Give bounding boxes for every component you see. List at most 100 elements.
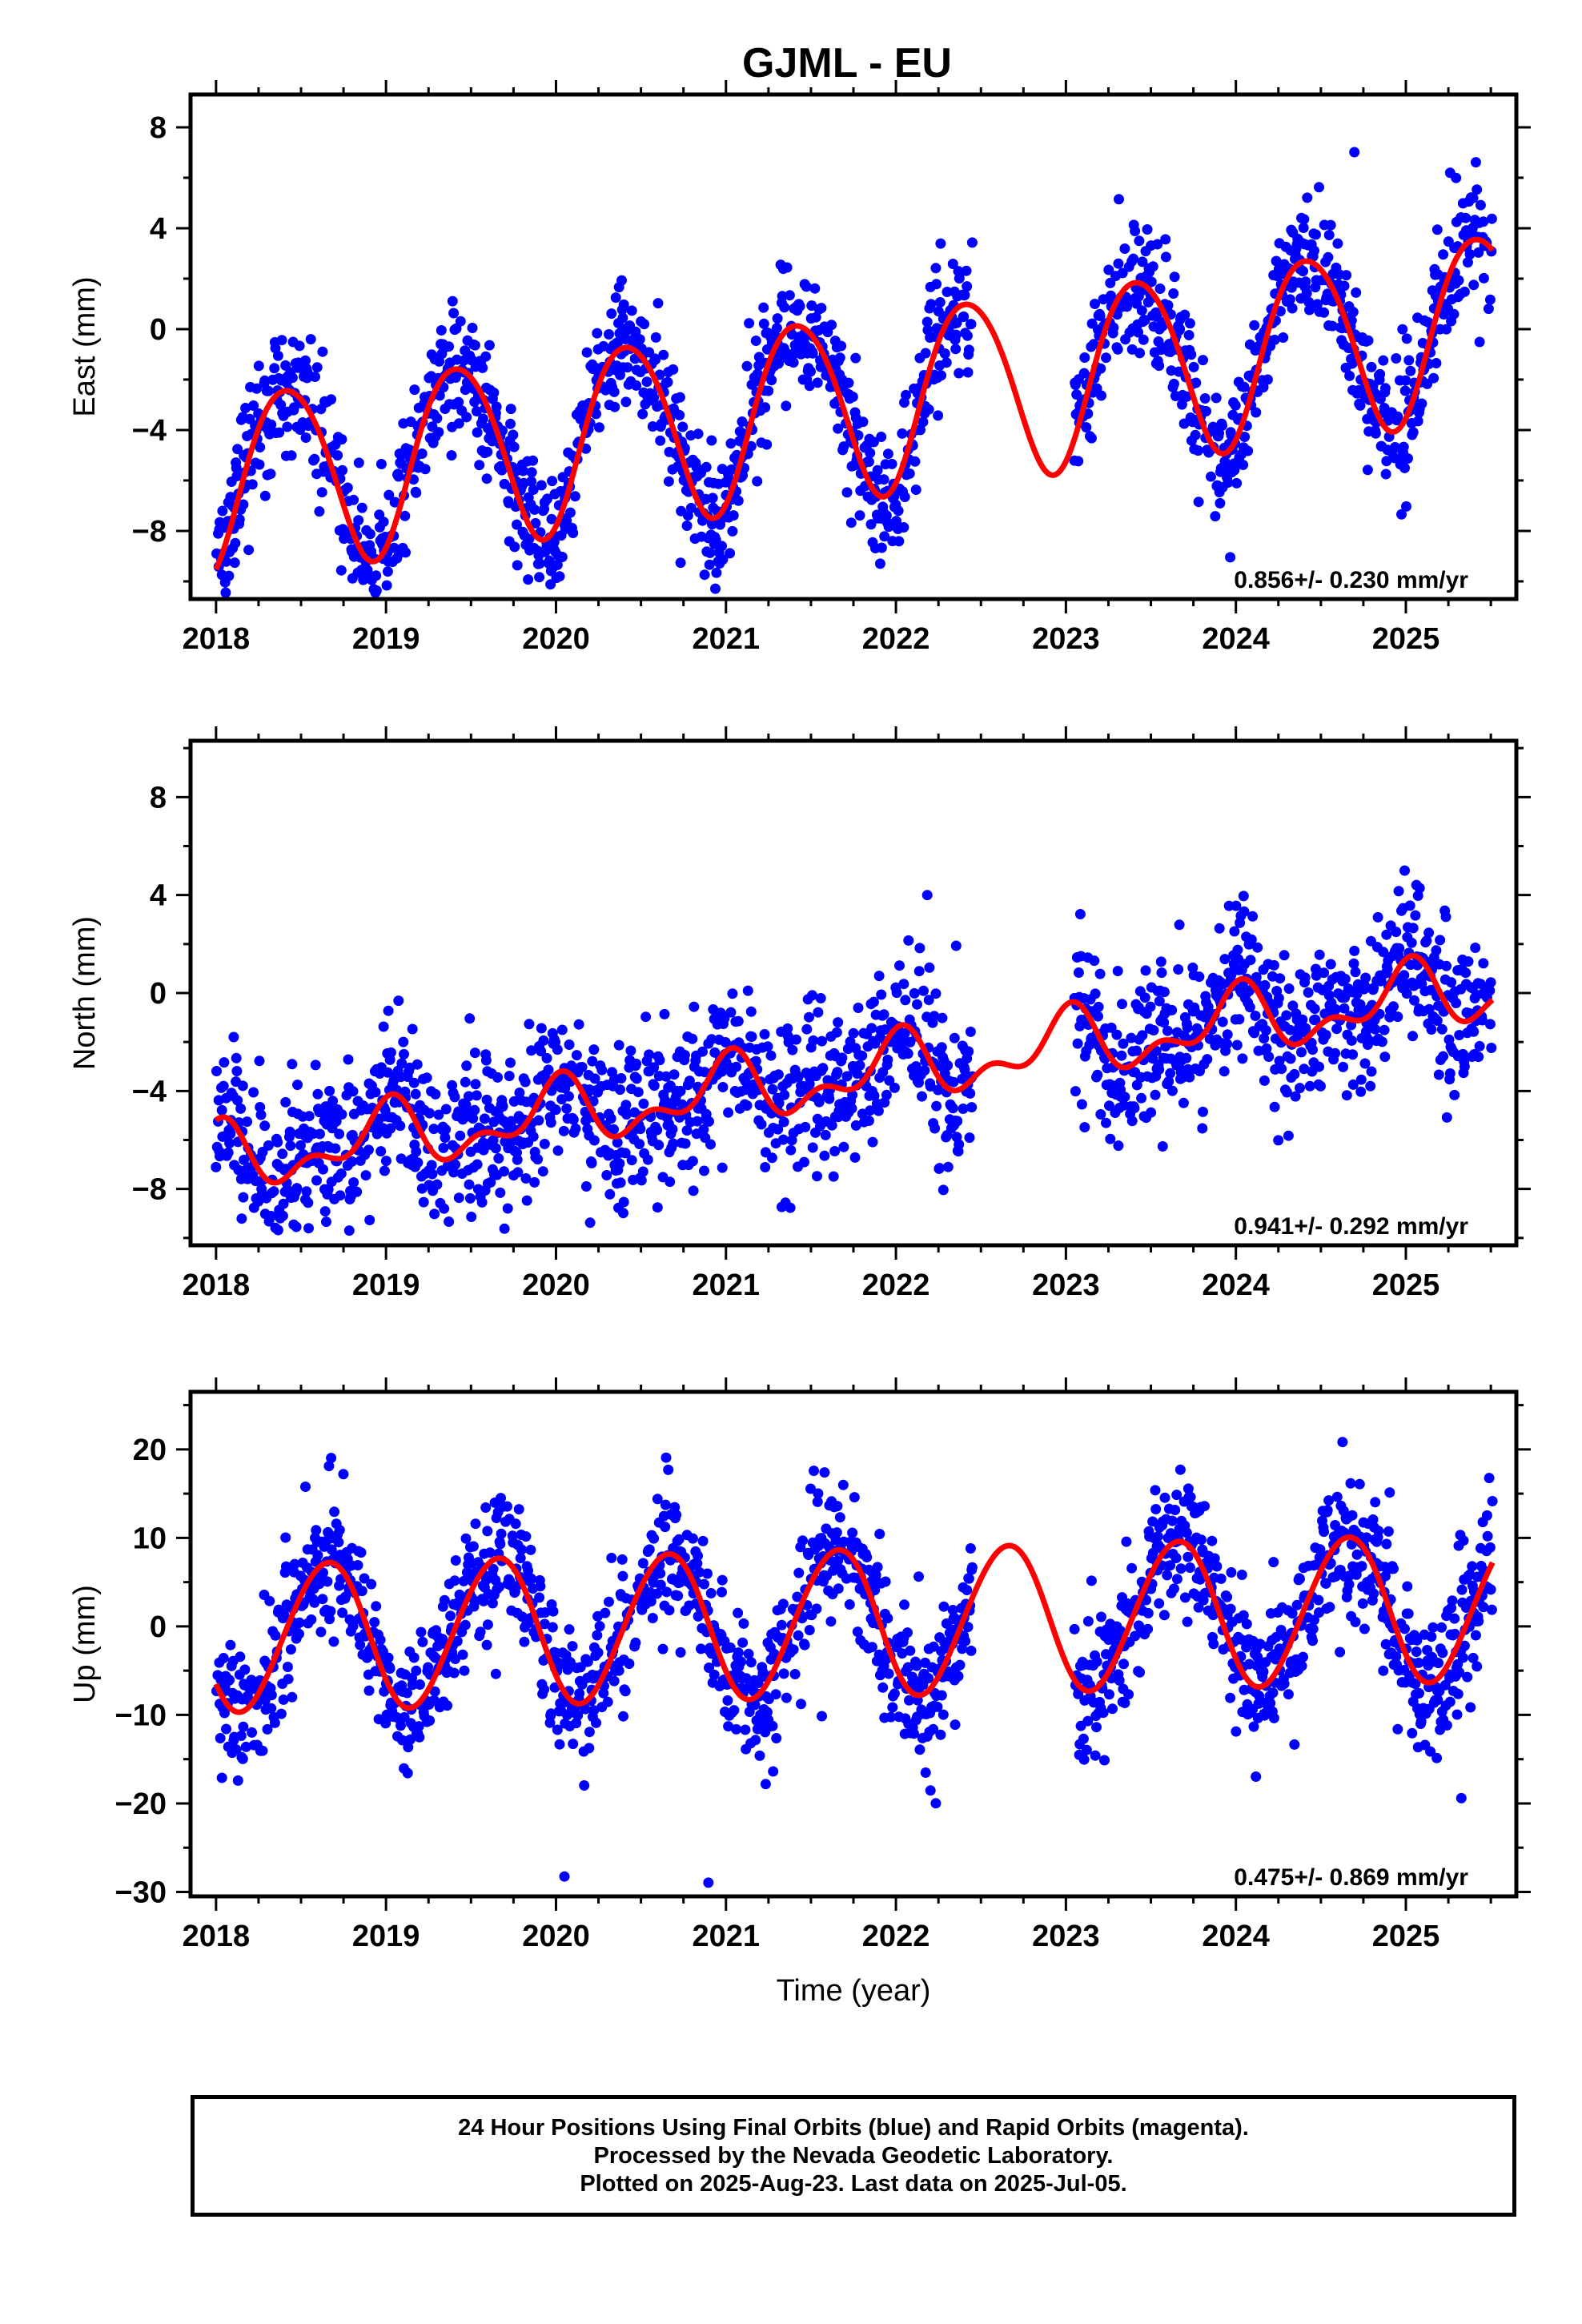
east-data-point xyxy=(1298,266,1308,277)
east-data-point xyxy=(1271,255,1282,267)
up-data-point xyxy=(606,1552,617,1563)
north-data-point xyxy=(1359,980,1370,991)
north-data-point xyxy=(1304,1080,1315,1092)
east-data-point xyxy=(215,608,226,618)
north-data-point xyxy=(652,1124,663,1136)
up-data-point xyxy=(1351,1549,1363,1560)
up-data-point xyxy=(932,1701,943,1712)
east-data-point xyxy=(1251,407,1262,418)
east-data-point xyxy=(1229,464,1240,476)
up-data-point xyxy=(490,1668,501,1679)
up-data-point xyxy=(928,1723,939,1735)
north-data-point xyxy=(638,1098,649,1109)
north-data-point xyxy=(1231,900,1242,911)
up-data-point xyxy=(833,1555,844,1566)
east-data-point xyxy=(1154,283,1166,294)
up-data-point xyxy=(928,1641,939,1652)
east-data-point xyxy=(371,585,382,596)
north-data-point xyxy=(903,935,914,946)
north-data-point xyxy=(668,1138,679,1149)
up-data-point xyxy=(283,1674,294,1685)
up-data-point xyxy=(1381,1538,1392,1550)
east-data-point xyxy=(1460,212,1472,223)
north-data-point xyxy=(216,1104,227,1116)
north-data-point xyxy=(746,1031,757,1042)
north-data-point xyxy=(648,1080,660,1092)
up-data-point xyxy=(813,1488,824,1499)
up-data-point xyxy=(1307,1623,1319,1634)
east-data-point xyxy=(1441,324,1452,335)
east-data-point xyxy=(400,510,411,521)
east-data-point xyxy=(444,341,455,352)
north-data-point xyxy=(429,1208,440,1220)
north-data-point xyxy=(1158,1017,1170,1028)
up-data-point xyxy=(811,1603,822,1614)
east-data-point xyxy=(854,510,865,521)
north-data-point xyxy=(1219,1066,1230,1077)
east-data-point xyxy=(939,348,950,359)
north-data-point xyxy=(520,1076,531,1088)
north-data-point xyxy=(556,1024,568,1035)
east-data-point xyxy=(630,326,641,337)
east-data-point xyxy=(1133,327,1144,338)
north-data-point xyxy=(837,1052,848,1063)
north-data-point xyxy=(807,1142,818,1153)
north-data-point xyxy=(295,1140,306,1151)
north-data-point xyxy=(1303,987,1314,998)
north-data-point xyxy=(315,1128,325,1140)
north-data-point xyxy=(819,1150,830,1161)
north-data-point xyxy=(1320,1029,1331,1040)
up-data-point xyxy=(793,1630,804,1641)
north-data-point xyxy=(828,1171,839,1182)
north-data-point xyxy=(760,1162,771,1172)
up-data-point xyxy=(960,1635,971,1647)
up-data-point xyxy=(1350,1616,1361,1627)
north-data-point xyxy=(1222,1029,1233,1040)
up-data-point xyxy=(1086,1575,1097,1586)
north-data-point xyxy=(470,1079,481,1090)
up-data-point xyxy=(294,1628,304,1639)
east-data-point xyxy=(1243,445,1254,456)
up-data-point xyxy=(317,1594,328,1605)
north-data-point xyxy=(902,1048,913,1059)
north-data-point xyxy=(948,1076,959,1088)
east-data-point xyxy=(788,357,799,368)
north-data-point xyxy=(1095,1109,1106,1120)
up-data-point xyxy=(962,1585,973,1595)
north-data-point xyxy=(1440,911,1452,923)
up-data-point xyxy=(664,1605,675,1616)
up-data-point xyxy=(954,1659,966,1671)
up-data-point xyxy=(1331,1491,1343,1502)
east-data-point xyxy=(930,263,942,274)
up-data-point xyxy=(1346,1538,1357,1550)
north-data-point xyxy=(1126,1116,1138,1127)
north-data-point xyxy=(1339,974,1351,984)
north-data-point xyxy=(1409,995,1419,1006)
north-data-point xyxy=(1463,956,1474,967)
north-data-point xyxy=(550,1104,561,1116)
east-data-point xyxy=(471,406,482,416)
north-data-point xyxy=(1379,1051,1391,1063)
north-data-point xyxy=(1281,1087,1292,1098)
north-data-point xyxy=(263,1140,274,1151)
east-data-point xyxy=(654,369,665,380)
north-data-point xyxy=(1163,1076,1174,1087)
up-data-point xyxy=(776,1619,787,1630)
east-x-tick-label: 2025 xyxy=(1372,622,1440,656)
north-data-point xyxy=(778,1116,789,1128)
north-data-point xyxy=(725,1007,737,1018)
north-data-point xyxy=(1348,958,1359,969)
north-data-point xyxy=(490,1143,501,1154)
north-data-point xyxy=(1111,1029,1122,1040)
up-data-point xyxy=(657,1643,669,1655)
north-data-point xyxy=(787,1044,798,1055)
east-data-point xyxy=(931,279,942,290)
up-data-point xyxy=(371,1601,382,1612)
up-data-point xyxy=(911,1660,922,1671)
north-data-point xyxy=(1296,1047,1307,1058)
north-data-point xyxy=(1259,1033,1270,1044)
east-data-point xyxy=(843,377,854,388)
north-data-point xyxy=(278,1198,289,1209)
east-data-point xyxy=(1459,286,1470,297)
north-x-tick-label: 2021 xyxy=(692,1269,760,1302)
